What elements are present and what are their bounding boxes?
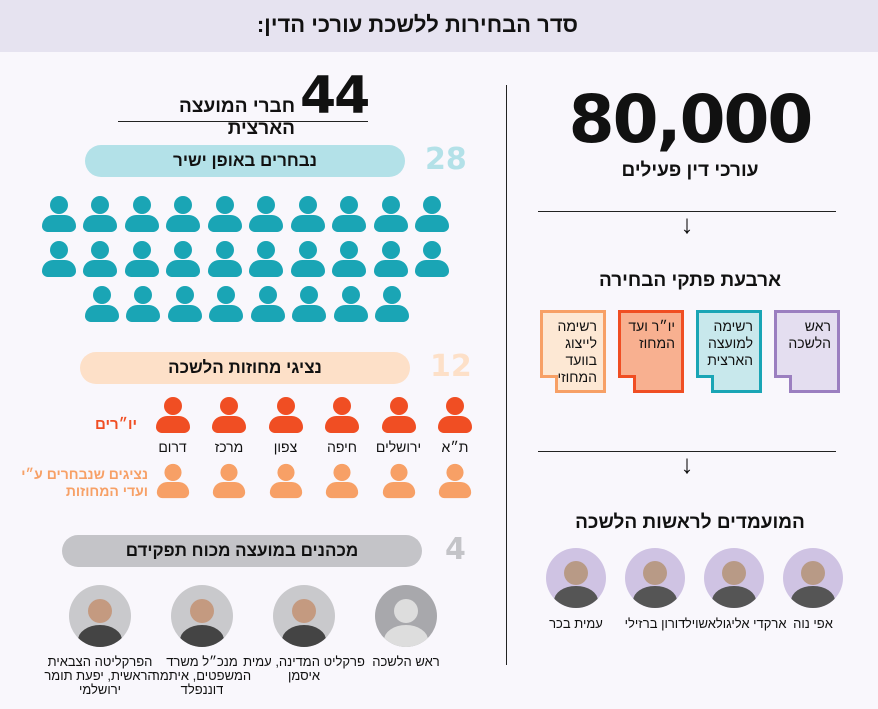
candidate-name: ארקדי אליגולאשוילי (681, 616, 787, 631)
districts-pill: נציגי מחוזות הלשכה (80, 352, 410, 384)
person-icon (83, 241, 117, 277)
ballot-card: רשימה למועצה הארצית (696, 310, 762, 393)
member-photo (375, 585, 437, 647)
person-icon (124, 196, 159, 232)
district-name: ת״א (441, 439, 469, 455)
ex-officio-pill: מכהנים במועצה מכוח תפקידם (62, 535, 422, 567)
member-photo (171, 585, 233, 647)
fold-corner (618, 375, 636, 393)
person-icon (333, 286, 368, 322)
ex-officio-count: 4 (445, 532, 466, 567)
separator (538, 211, 836, 212)
member-caption: ראש הלשכה (372, 654, 440, 669)
person-icon (290, 241, 325, 277)
council-count: 44 (300, 66, 370, 126)
chairs-label: יו״רים (95, 416, 138, 433)
fold-corner (540, 375, 558, 393)
person-icon (292, 286, 326, 322)
person-icon (375, 286, 409, 322)
ballot-card: יו״ר ועד המחוז (618, 310, 684, 393)
ballots-title: ארבעת פתקי הבחירה (598, 270, 782, 291)
arrow-down-icon: ↓ (680, 449, 694, 479)
fold-corner (696, 375, 714, 393)
person-icon (207, 241, 242, 277)
member-caption: פרקליט המדינה, עמית איסמן (243, 654, 365, 683)
person-icon (381, 397, 416, 433)
person-icon (415, 196, 449, 232)
person-icon (41, 241, 76, 277)
ballot-card: ראש הלשכה (774, 310, 840, 393)
person-icon (124, 241, 159, 277)
candidate-name: אפי נוה (793, 616, 833, 631)
candidate-photo (783, 548, 843, 608)
member-photo (273, 585, 335, 647)
person-icon (373, 196, 408, 232)
ballot-label: יו״ר ועד המחוז (628, 318, 675, 351)
member-caption: הפרקליטה הצבאית הראשית, יפעת תומר ירושלמ… (44, 654, 156, 697)
district-name: חיפה (327, 439, 357, 455)
underline (118, 121, 368, 122)
person-icon (268, 397, 303, 433)
candidate-name: דורון ברזילי (624, 616, 686, 631)
person-icon (332, 196, 366, 232)
person-icon (156, 463, 189, 499)
person-icon (84, 286, 119, 322)
ballot-card: רשימה לייצוג בוועד המחוזי (540, 310, 606, 393)
district-name: צפון (273, 439, 298, 455)
person-icon (415, 241, 449, 277)
separator (538, 451, 836, 452)
person-icon (166, 196, 200, 232)
person-icon (167, 286, 202, 322)
person-icon (249, 196, 283, 232)
person-icon (290, 196, 325, 232)
person-icon (325, 397, 359, 433)
arrow-down-icon: ↓ (680, 209, 694, 239)
person-icon (250, 286, 285, 322)
reps-label: נציגים שנבחרים ע״י ועדי המחוזות (21, 466, 148, 499)
fold-corner (774, 375, 792, 393)
lawyers-label: עורכי דין פעילים (621, 160, 759, 181)
direct-count: 28 (425, 142, 467, 177)
ballot-label: רשימה לייצוג בוועד המחוזי (557, 318, 597, 385)
column-divider (506, 85, 507, 665)
district-name: ירושלים (375, 439, 422, 455)
person-icon (438, 463, 472, 499)
person-icon (126, 286, 160, 322)
person-icon (41, 196, 76, 232)
person-icon (212, 463, 246, 499)
person-icon (83, 196, 117, 232)
districts-count: 12 (430, 349, 472, 384)
person-icon (373, 241, 408, 277)
direct-pill: נבחרים באופן ישיר (85, 145, 405, 177)
district-name: מרכז (214, 439, 244, 455)
district-name: דרום (158, 439, 187, 455)
person-icon (269, 463, 302, 499)
person-icon (382, 463, 415, 499)
lawyers-count: 80,000 (568, 81, 814, 158)
header-bar: סדר הבחירות ללשכת עורכי הדין: (0, 0, 878, 52)
candidate-photo (546, 548, 606, 608)
person-icon (212, 397, 246, 433)
person-icon (325, 463, 359, 499)
person-icon (166, 241, 200, 277)
person-icon (155, 397, 190, 433)
candidate-photo (625, 548, 685, 608)
candidate-photo (704, 548, 764, 608)
member-photo (69, 585, 131, 647)
ballot-label: רשימה למועצה הארצית (707, 318, 753, 368)
person-icon (249, 241, 283, 277)
person-icon (332, 241, 366, 277)
ballot-label: ראש הלשכה (788, 318, 831, 351)
person-icon (209, 286, 243, 322)
council-label: חברי המועצה הארצית (179, 96, 295, 139)
member-caption: מנכ״ל משרד המשפטים, איתמר דוננפלד (152, 654, 252, 697)
person-icon (207, 196, 242, 232)
candidates-title: המועמדים לראשות הלשכה (575, 512, 805, 533)
candidate-name: עמית בכר (549, 616, 603, 631)
person-icon (438, 397, 472, 433)
page-title: סדר הבחירות ללשכת עורכי הדין: (256, 12, 578, 37)
